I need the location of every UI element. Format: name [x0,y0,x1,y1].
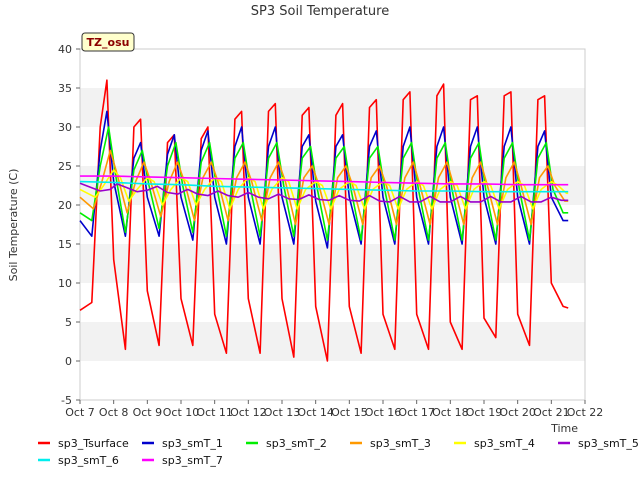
badge-label: TZ_osu [87,36,130,49]
x-tick-label: Oct 21 [533,406,570,419]
legend-label: sp3_smT_6 [58,454,119,467]
series-line-sp3_smT_2 [79,126,569,241]
x-tick-label: Oct 15 [331,406,368,419]
plot-area [79,48,586,401]
station-badge: TZ_osu [81,32,135,52]
grid-band [80,88,585,127]
y-tick-label: 35 [58,82,72,95]
grid-band [80,244,585,283]
x-tick-label: Oct 7 [65,406,95,419]
x-tick-label: Oct 22 [567,406,604,419]
legend-label: sp3_smT_1 [162,437,223,450]
legend-label: sp3_smT_3 [370,437,431,450]
y-tick-label: 5 [65,316,72,329]
grid-band [80,322,585,361]
series-line-sp3_smT_6 [79,180,569,193]
y-tick-label: 0 [65,355,72,368]
x-tick-label: Oct 9 [133,406,163,419]
y-tick-label: 30 [58,121,72,134]
y-tick-label: 10 [58,277,72,290]
legend-label: sp3_smT_4 [474,437,535,450]
legend-label: sp3_smT_5 [578,437,639,450]
x-tick-label: Oct 12 [230,406,267,419]
series-line-sp3_smT_7 [80,175,569,186]
y-axis-label: Soil Temperature (C) [7,169,20,282]
x-tick-label: Oct 19 [466,406,503,419]
x-tick-label: Oct 16 [365,406,402,419]
x-tick-label: Oct 11 [196,406,233,419]
x-tick-label: Oct 18 [432,406,469,419]
series-line-sp3_Tsurface [79,79,569,362]
x-tick-label: Oct 10 [163,406,200,419]
grid-band [80,283,585,322]
y-tick-label: -5 [61,394,72,407]
chart-title: SP3 Soil Temperature [251,4,389,19]
y-axis: -5 0 5 10 15 20 25 30 35 40 [58,43,80,407]
legend-label: sp3_smT_7 [162,454,223,467]
y-tick-label: 15 [58,238,72,251]
legend: sp3_Tsurface sp3_smT_1 sp3_smT_2 sp3_smT_3 s… [38,437,639,467]
x-tick-label: Oct 20 [499,406,536,419]
x-tick-label: Oct 13 [264,406,301,419]
series-line-sp3_smT_4 [79,169,569,210]
x-tick-label: Oct 17 [398,406,435,419]
series-line-sp3_smT_5 [79,182,569,203]
y-tick-label: 25 [58,160,72,173]
grid-band [80,361,585,400]
series-lines [79,79,569,362]
series-line-sp3_smT_3 [79,149,569,226]
grid-band [80,127,585,166]
x-axis-label: Time [550,422,578,435]
x-tick-label: Oct 8 [99,406,129,419]
legend-label: sp3_Tsurface [58,437,129,450]
x-tick-label: Oct 14 [297,406,334,419]
legend-label: sp3_smT_2 [266,437,327,450]
grid-band [80,49,585,88]
y-tick-label: 20 [58,199,72,212]
y-tick-label: 40 [58,43,72,56]
